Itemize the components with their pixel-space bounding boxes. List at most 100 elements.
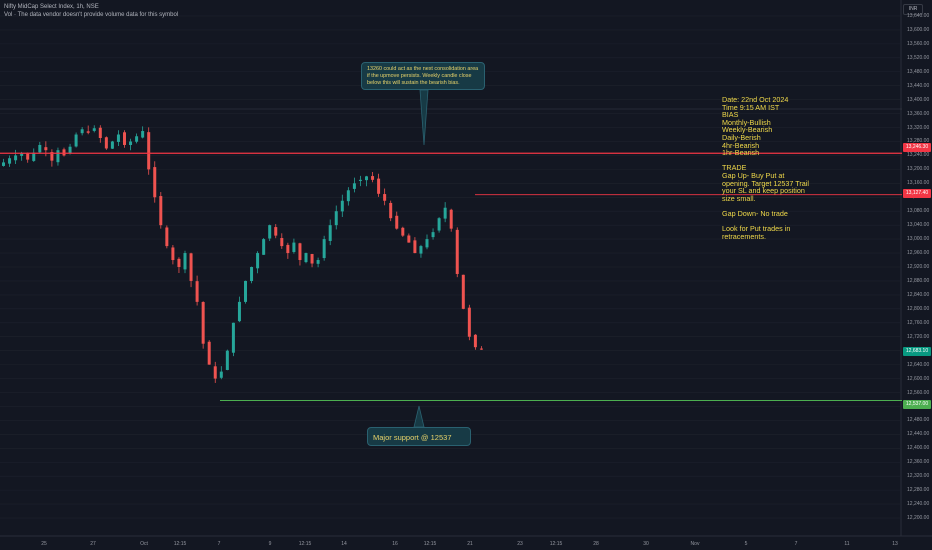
price-tick-label: 12,920.00 [907,264,930,270]
candle-body [256,253,260,269]
price-tick-label: 13,520.00 [907,54,930,61]
candle-body [407,235,411,243]
candle-body [425,239,429,248]
price-tick-label: 12,280.00 [907,487,930,494]
candle-body [165,227,169,247]
time-tick-label: Nov [690,541,700,547]
candle-body [2,162,5,166]
candle-body [419,246,423,254]
candle-body [104,137,108,149]
support-price-label: 12,537.00 [903,400,931,409]
price-tick-label: 13,280.00 [907,138,930,145]
candle-body [310,254,314,264]
support-callout[interactable]: Major support @ 12537 [367,427,471,446]
candle-body [286,244,290,254]
candle-body [74,134,78,147]
callout-pointer [413,405,425,428]
price-tick-label: 12,840.00 [907,291,930,298]
candle-body [479,348,483,350]
trade-plan-note[interactable]: Date: 22nd Oct 2024 Time 9:15 AM IST BIA… [722,95,809,241]
candle-body [328,225,332,241]
price-tick-label: 12,560.00 [907,389,930,396]
candle-body [316,260,320,264]
price-tick-label: 13,000.00 [907,236,930,243]
time-tick-label: 21 [467,541,473,547]
price-tick-label: 12,480.00 [907,417,930,424]
candle-body [340,200,344,212]
candle-body [280,238,284,247]
time-tick-label: 30 [643,541,649,547]
time-tick-label: 9 [268,541,272,547]
candle-body [274,227,278,236]
candle-body [467,307,471,337]
candle-body [449,209,453,229]
price-tick-label: 12,880.00 [907,277,930,284]
consolidation-callout[interactable]: 13260 could act as the next consolidatio… [361,62,485,90]
candle-body [195,281,199,302]
candle-body [38,144,42,153]
price-tick-label: 13,560.00 [907,40,930,47]
candle-body [298,243,302,261]
candle-body [123,132,126,145]
candle-body [147,132,151,170]
candle-body [443,207,447,219]
candle-body [32,152,36,161]
candle-body [153,167,157,198]
price-tick-label: 13,600.00 [907,26,930,33]
price-tick-label: 12,600.00 [907,375,930,382]
candle-body [268,225,272,239]
time-tick-label: 23 [517,541,523,547]
candle-body [395,215,399,229]
candle-body [237,301,241,322]
candle-body [292,242,296,252]
candle-body [50,152,54,161]
candle-body [413,240,417,254]
price-tick-label: 13,360.00 [907,110,930,117]
candle-body [213,366,217,379]
time-tick-label: 28 [593,541,599,547]
time-tick-label: 5 [744,541,748,547]
candle-body [225,350,229,370]
time-tick-label: 12:15 [423,541,437,547]
candle-body [62,149,66,156]
candle-body [171,247,175,261]
price-tick-label: 12,400.00 [907,445,930,452]
time-tick-label: 14 [341,541,347,547]
price-tick-label: 12,640.00 [907,361,930,368]
candle-body [352,183,356,189]
candle-body [98,127,102,138]
price-tick-label: 13,400.00 [907,96,930,103]
candle-body [92,128,96,131]
candle-body [20,153,24,156]
time-tick-label: 25 [41,541,47,547]
candle-body [304,253,308,263]
candle-body [80,129,84,134]
price-tick-label: 13,320.00 [907,124,930,131]
price-tick-label: 13,080.00 [907,208,930,215]
candle-body [455,229,459,274]
last-price-label: 12,683.10 [903,347,931,356]
candle-body [8,158,12,164]
price-tick-label: 12,320.00 [907,473,930,480]
price-tick-label: 13,640.00 [907,12,930,19]
candle-body [231,322,235,353]
candle-body [219,371,223,378]
candle-body [116,134,120,142]
candle-body [437,218,441,231]
time-tick-label: 7 [217,541,221,547]
candle-body [68,146,72,154]
candle-body [431,232,435,238]
candle-body [177,258,181,267]
time-tick-label: 7 [794,541,798,547]
currency-button[interactable]: INR [903,4,923,15]
candle-body [334,211,338,226]
candle-body [346,190,350,202]
candle-body [159,196,163,226]
candle-body [14,155,18,161]
price-tick-label: 12,800.00 [907,305,930,312]
price-tick-label: 12,360.00 [907,459,930,466]
price-tick-label: 12,960.00 [907,250,930,257]
candle-body [141,131,145,138]
candle-body [365,176,368,181]
